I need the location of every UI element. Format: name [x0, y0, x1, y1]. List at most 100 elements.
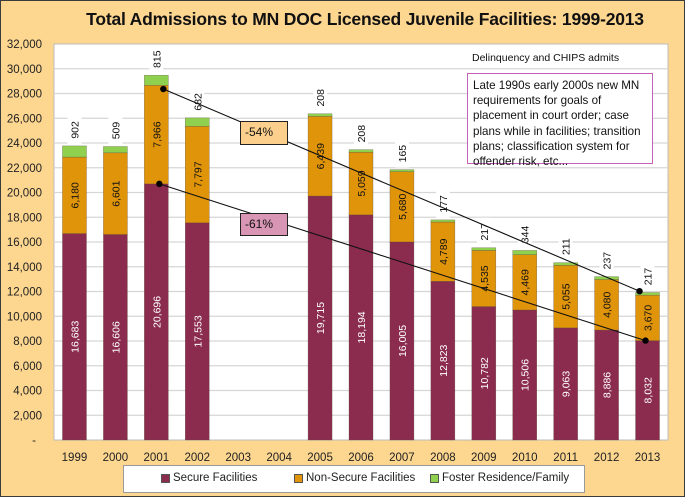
bar-foster-residence-family-2009 [471, 247, 497, 251]
bar-secure-facilities-2012 [594, 329, 619, 441]
data-label: 217 [643, 268, 655, 286]
bar-non-secure-facilities-2006 [348, 151, 374, 216]
data-label-bg [108, 116, 123, 145]
legend: Secure Facilities Non-Secure Facilities … [123, 465, 585, 493]
data-label: 8,032 [643, 377, 655, 403]
data-label-bg [313, 83, 328, 112]
bar-non-secure-facilities-2001 [144, 85, 169, 185]
y-tick-label: 4,000 [13, 386, 42, 398]
data-label-bg [476, 217, 491, 246]
data-label: 815 [151, 50, 163, 68]
bar-secure-facilities-2001 [144, 183, 169, 441]
y-axis: - 2,000 4,000 6,000 8,000 10,000 12,000 14,000 1… [7, 39, 42, 447]
bar-foster-residence-family-2010 [512, 250, 537, 255]
x-tick-label: 2008 [430, 452, 456, 464]
bar-secure-facilities-2002 [185, 222, 210, 441]
y-tick-label: 16,000 [7, 237, 42, 249]
trend-end-marker [636, 287, 643, 295]
data-label: 3,670 [643, 305, 655, 331]
data-label: 682 [192, 93, 204, 111]
bar-foster-residence-family-2007 [389, 169, 415, 172]
x-tick-label: 2002 [184, 452, 210, 464]
data-label: 177 [438, 195, 450, 213]
data-label: 6,601 [110, 180, 122, 206]
data-label: 5,680 [397, 193, 409, 219]
bar-foster-residence-family-2001 [144, 74, 169, 86]
legend-swatch-foster [430, 473, 439, 483]
data-label: 17,553 [192, 315, 204, 347]
bar-secure-facilities-2008 [430, 281, 456, 441]
data-label: 211 [561, 238, 573, 255]
trend-line [159, 183, 646, 342]
data-label: 4,080 [602, 291, 614, 317]
bar-foster-residence-family-2008 [430, 219, 456, 223]
y-tick-label: 6,000 [13, 361, 42, 373]
bar-foster-residence-family-2006 [348, 149, 374, 153]
chart-title: Total Admissions to MN DOC Licensed Juve… [86, 9, 644, 29]
x-tick-label: 2005 [307, 452, 333, 464]
data-label: 7,966 [151, 121, 163, 147]
bar-non-secure-facilities-2002 [185, 126, 210, 224]
bar-non-secure-facilities-2008 [430, 221, 456, 282]
bar-foster-residence-family-2011 [553, 262, 578, 266]
data-label: 7,797 [192, 161, 204, 187]
data-label: 6,180 [69, 182, 81, 208]
y-tick-label: 32,000 [7, 39, 42, 51]
y-tick-label: 2,000 [13, 410, 42, 422]
legend-label-non-secure: Non-Secure Facilities [306, 472, 416, 484]
x-tick-label: 2003 [225, 452, 251, 464]
y-tick-label: 24,000 [7, 138, 42, 150]
data-label-bg [190, 87, 205, 116]
data-label: 10,782 [479, 357, 491, 389]
bar-foster-residence-family-2000 [103, 146, 128, 154]
data-label: 16,005 [397, 325, 409, 357]
bar-secure-facilities-2011 [553, 327, 578, 441]
data-label-bg [394, 139, 409, 168]
x-tick-label: 2013 [635, 452, 661, 464]
legend-item-non-secure: Non-Secure Facilities [294, 472, 415, 484]
bar-secure-facilities-2006 [348, 214, 374, 441]
data-label: 8,886 [602, 372, 614, 398]
change-label-54: -54% [240, 121, 288, 145]
x-tick-label: 2004 [266, 452, 292, 464]
annotation-note: Late 1990s early 2000s new MN requiremen… [467, 73, 653, 168]
bar-foster-residence-family-2002 [185, 117, 210, 127]
data-label: 4,789 [438, 238, 450, 264]
data-label-bg [599, 246, 614, 275]
x-tick-label: 2001 [144, 452, 170, 464]
bars [62, 74, 660, 441]
data-label: 5,055 [561, 283, 573, 309]
bar-non-secure-facilities-2013 [635, 294, 660, 341]
data-label: 10,506 [520, 359, 532, 391]
bar-secure-facilities-2009 [471, 306, 497, 441]
data-label: 12,823 [438, 344, 450, 376]
legend-swatch-secure [161, 473, 170, 483]
x-tick-label: 1999 [62, 452, 88, 464]
bar-secure-facilities-2000 [103, 234, 128, 441]
data-label: 16,683 [69, 321, 81, 353]
data-label: 344 [520, 226, 532, 244]
x-tick-label: 2007 [389, 452, 415, 464]
data-label: 509 [110, 122, 122, 140]
x-tick-label: 2011 [553, 452, 578, 464]
y-tick-label: - [32, 435, 36, 447]
data-label-bg [67, 115, 82, 144]
y-tick-label: 20,000 [7, 188, 42, 200]
bar-foster-residence-family-2013 [635, 292, 660, 296]
bar-non-secure-facilities-2007 [389, 171, 415, 243]
data-label: 16,606 [110, 321, 122, 353]
data-label: 9,063 [561, 371, 573, 397]
y-tick-label: 26,000 [7, 113, 42, 125]
legend-label-secure: Secure Facilities [173, 472, 258, 484]
legend-item-secure: Secure Facilities [161, 472, 257, 484]
data-label: 19,715 [315, 302, 327, 334]
bar-non-secure-facilities-1999 [62, 156, 87, 234]
bar-foster-residence-family-2005 [307, 113, 333, 117]
bar-non-secure-facilities-2005 [307, 116, 333, 197]
data-label-bg [354, 119, 368, 148]
data-label-bg [640, 262, 655, 291]
bar-secure-facilities-2007 [389, 241, 415, 441]
trend-end-marker [642, 337, 649, 344]
data-label-bg [558, 232, 573, 261]
